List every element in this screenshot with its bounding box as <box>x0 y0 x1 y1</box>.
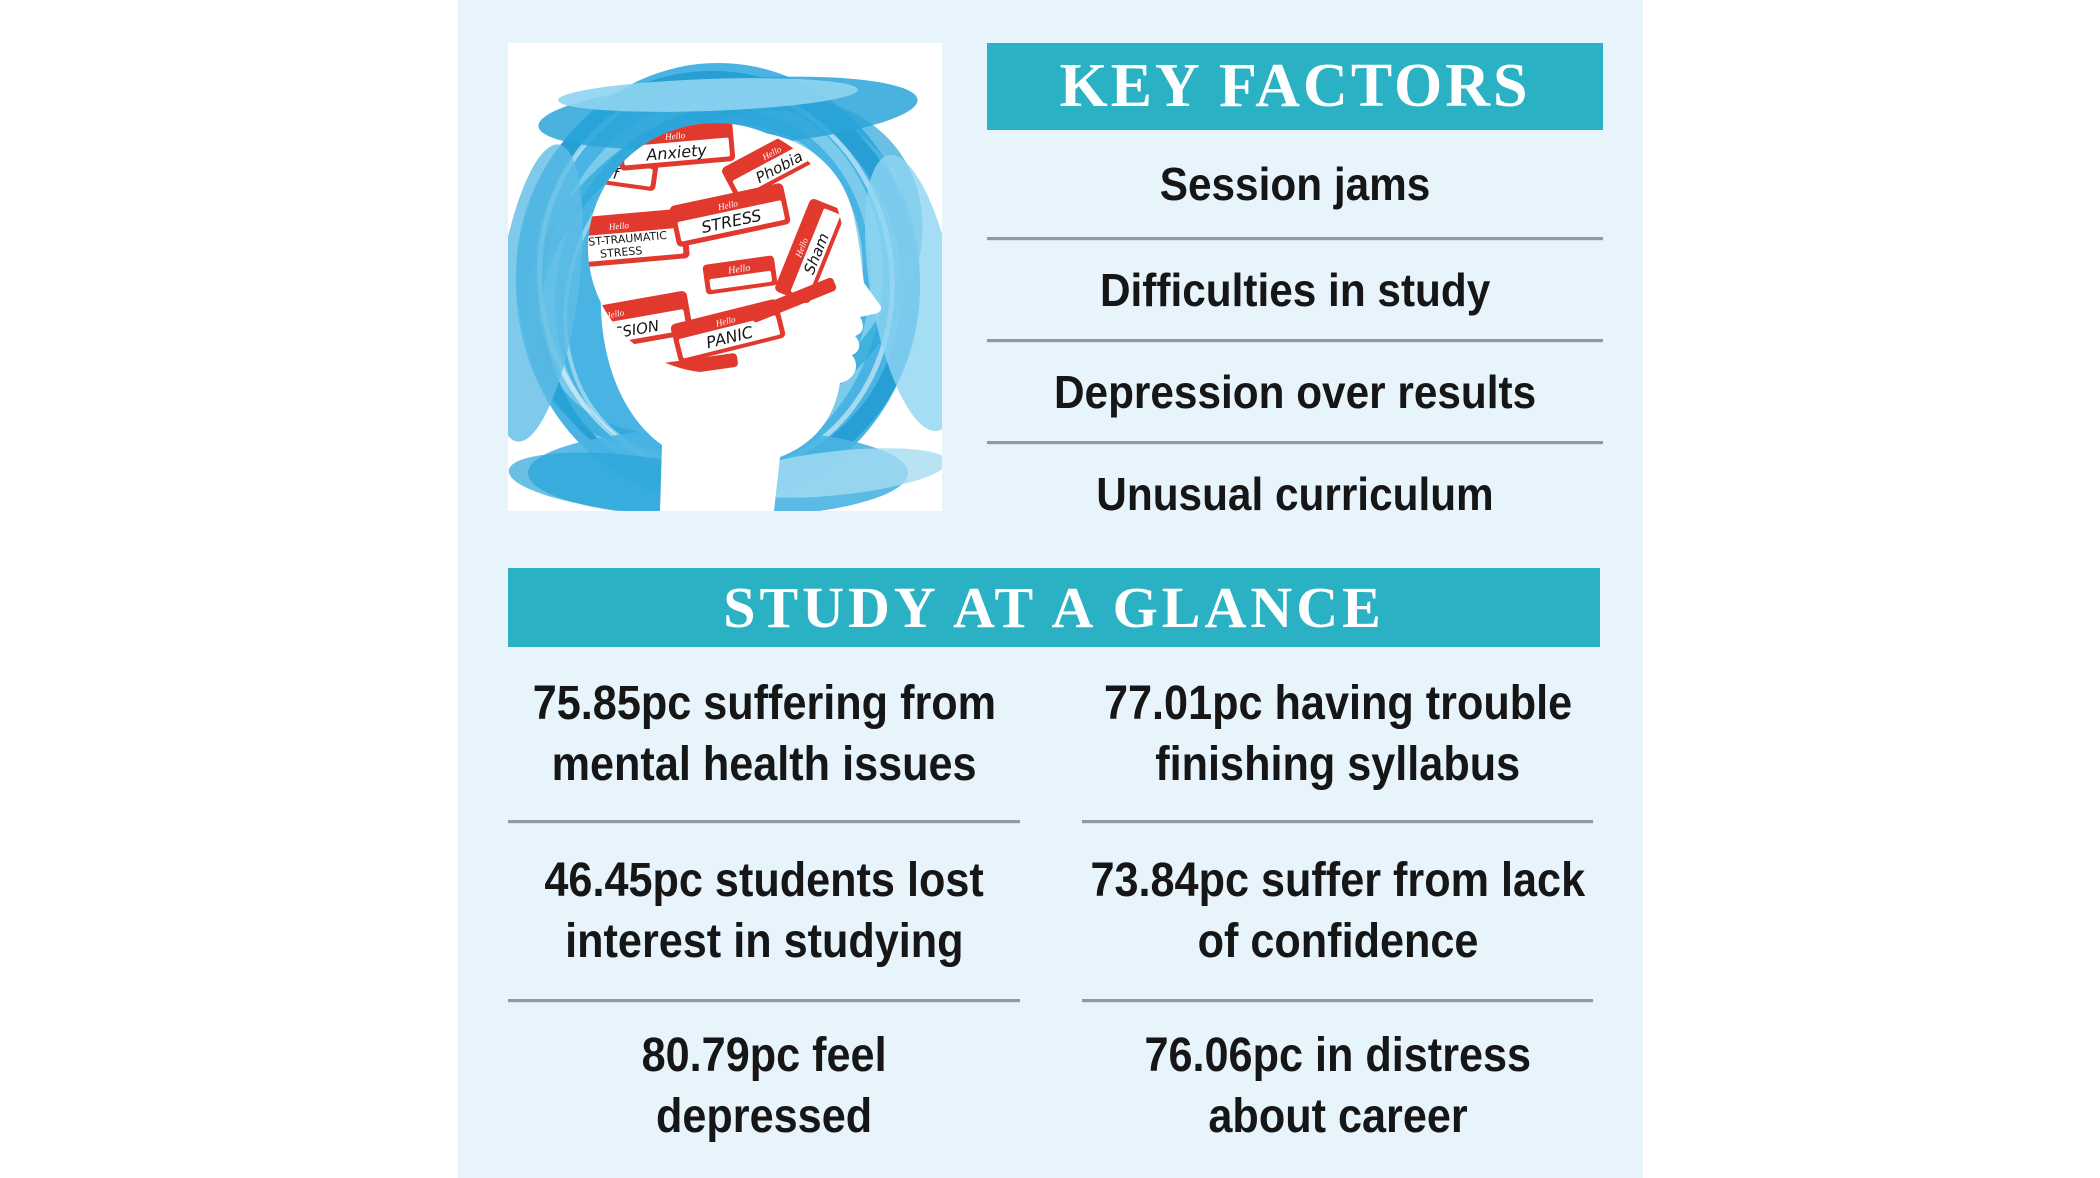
stat-line: 80.79pc feel <box>641 1029 887 1082</box>
stat-line: 77.01pc having trouble <box>1103 676 1573 730</box>
svg-text:STRESS: STRESS <box>600 244 643 261</box>
tag-anxiety: Hello Anxiety <box>616 123 736 171</box>
svg-text:Hello: Hello <box>716 198 739 212</box>
key-factor-label: Unusual curriculum <box>1096 468 1494 520</box>
stat-cell: 76.06pc in distress about career <box>1082 1002 1594 1170</box>
divider <box>987 237 1603 241</box>
stat-line: depressed <box>655 1090 873 1143</box>
svg-text:Hello: Hello <box>607 220 629 232</box>
stat-line: 73.84pc suffer from lack <box>1090 854 1586 907</box>
tag-hello-small: Hello <box>702 255 778 295</box>
key-factor-label: Difficulties in study <box>1099 263 1491 316</box>
key-factor-label: Depression over results <box>1053 365 1537 418</box>
stat-cell: 75.85pc suffering from mental health iss… <box>508 647 1020 820</box>
tag-post-traumatic-stress: Hello POST-TRAUMATIC STRESS <box>588 208 690 270</box>
key-factors-header: KEY FACTORS <box>987 43 1603 130</box>
stat-line: 76.06pc in distress <box>1144 1029 1532 1082</box>
stat-cell: 73.84pc suffer from lack of confidence <box>1082 823 1594 999</box>
tag-shame: Hello Sham <box>775 199 844 303</box>
svg-text:Hello: Hello <box>726 263 751 277</box>
divider <box>987 339 1603 343</box>
svg-text:Hello: Hello <box>664 130 686 142</box>
divider <box>508 820 1020 824</box>
divider <box>987 441 1603 445</box>
stat-line: mental health issues <box>551 737 977 791</box>
key-factor-item: Depression over results <box>987 342 1603 441</box>
divider <box>1082 820 1593 824</box>
head-illustration-svg: Hello rief Hello Anxiety Hello Phobia <box>508 43 942 511</box>
key-factor-item: Unusual curriculum <box>987 444 1603 544</box>
stat-line: about career <box>1208 1090 1468 1143</box>
key-factors-title: KEY FACTORS <box>1059 52 1531 120</box>
stat-line: finishing syllabus <box>1155 737 1521 791</box>
stat-cell: 46.45pc students lost interest in studyi… <box>508 823 1020 999</box>
stat-line: of confidence <box>1197 915 1479 968</box>
stat-line: interest in studying <box>564 915 964 968</box>
tag-stress: Hello STRESS <box>669 183 791 247</box>
divider <box>1082 999 1593 1003</box>
key-factor-item: Difficulties in study <box>987 240 1603 339</box>
stat-line: 75.85pc suffering from <box>532 676 996 730</box>
divider <box>508 999 1020 1003</box>
head-illustration: Hello rief Hello Anxiety Hello Phobia <box>508 43 942 511</box>
study-title: STUDY AT A GLANCE <box>723 575 1385 640</box>
stat-cell: 80.79pc feel depressed <box>508 1002 1020 1170</box>
stat-line: 46.45pc students lost <box>544 854 984 907</box>
key-factor-item: Session jams <box>987 130 1603 237</box>
stat-cell: 77.01pc having trouble finishing syllabu… <box>1082 647 1594 820</box>
study-at-a-glance-header: STUDY AT A GLANCE <box>508 568 1600 647</box>
key-factor-label: Session jams <box>1159 157 1431 210</box>
